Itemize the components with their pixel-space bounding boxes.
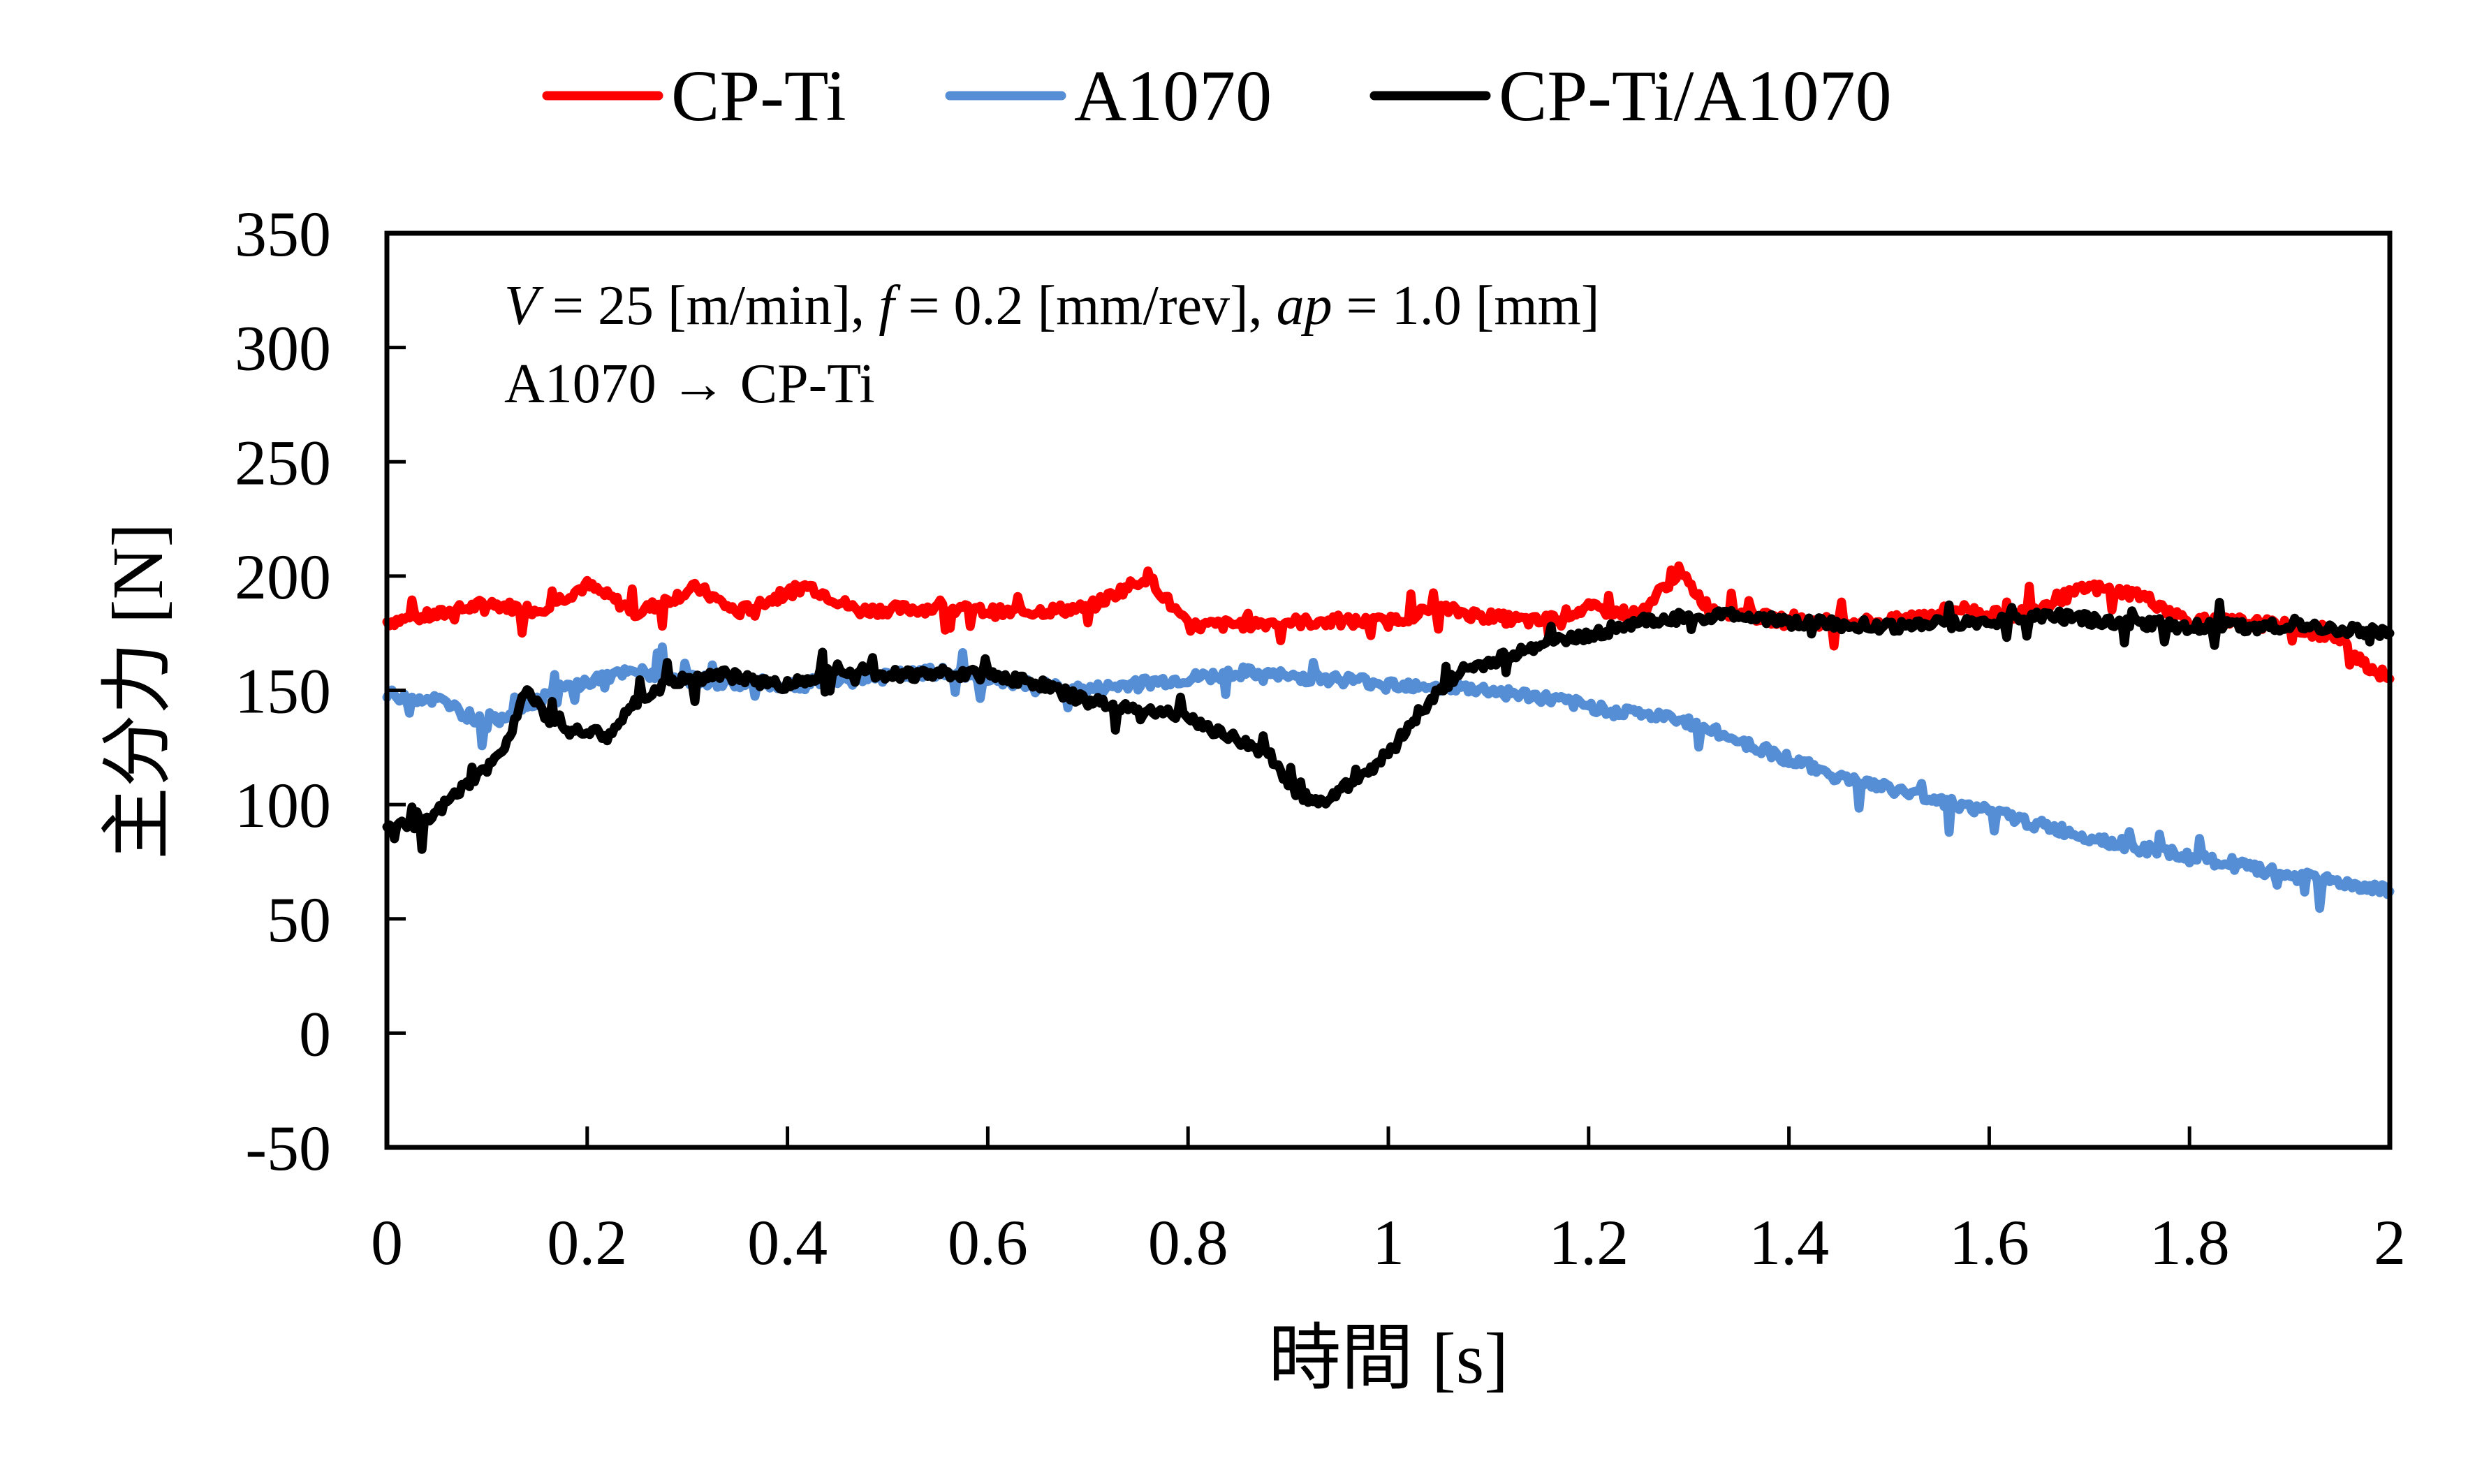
y-axis-title: 主分力 [N] bbox=[98, 523, 178, 860]
y-tick-label: 150 bbox=[235, 656, 331, 727]
condition-annotation: V = 25 [m/min], f = 0.2 [mm/rev], ap = 1… bbox=[504, 275, 1600, 415]
annotation-ap-symbol: ap bbox=[1277, 275, 1332, 337]
y-tick-label: 100 bbox=[235, 770, 331, 841]
series-layer bbox=[382, 561, 2395, 913]
x-axis-ticks: 0 0.2 0.4 0.6 0.8 1 1.2 1.4 1.6 1.8 2 bbox=[371, 1126, 2406, 1278]
y-tick-label: 350 bbox=[235, 198, 331, 270]
x-axis-title: 時間 [s] bbox=[1268, 1318, 1508, 1399]
y-tick-label: 50 bbox=[267, 884, 331, 955]
x-tick-label: 0 bbox=[371, 1207, 403, 1278]
annotation-f-value: = 0.2 [mm/rev], bbox=[894, 275, 1276, 337]
y-axis-ticks: 350 300 250 200 150 100 50 0 -50 bbox=[235, 198, 406, 1184]
annotation-v-symbol: V bbox=[504, 275, 544, 337]
x-tick-label: 0.8 bbox=[1148, 1207, 1228, 1278]
series-line-cp-ti-a1070 bbox=[382, 598, 2395, 854]
annotation-line-2: A1070 → CP-Ti bbox=[504, 353, 875, 415]
annotation-v-value: = 25 [m/min], bbox=[538, 275, 879, 337]
x-tick-label: 1.2 bbox=[1548, 1207, 1629, 1278]
legend-label: A1070 bbox=[1074, 56, 1272, 136]
series-line-cp-ti bbox=[382, 561, 2395, 684]
legend-label: CP-Ti/A1070 bbox=[1499, 56, 1892, 136]
x-tick-label: 2 bbox=[2374, 1207, 2406, 1278]
y-tick-label: -50 bbox=[245, 1112, 331, 1184]
x-tick-label: 1 bbox=[1372, 1207, 1404, 1278]
annotation-ap-value: = 1.0 [mm] bbox=[1332, 275, 1600, 337]
annotation-line-1: V = 25 [m/min], f = 0.2 [mm/rev], ap = 1… bbox=[504, 275, 1600, 337]
legend-label: CP-Ti bbox=[671, 56, 846, 136]
x-tick-label: 1.4 bbox=[1749, 1207, 1829, 1278]
legend: CP-Ti A1070 CP-Ti/A1070 bbox=[542, 56, 1892, 136]
x-tick-label: 0.4 bbox=[747, 1207, 828, 1278]
x-tick-label: 0.2 bbox=[547, 1207, 627, 1278]
y-tick-label: 300 bbox=[235, 313, 331, 384]
y-tick-label: 200 bbox=[235, 541, 331, 612]
y-tick-label: 250 bbox=[235, 427, 331, 498]
x-tick-label: 1.8 bbox=[2150, 1207, 2230, 1278]
x-tick-label: 1.6 bbox=[1949, 1207, 2029, 1278]
series-line-a1070 bbox=[382, 642, 2395, 913]
y-tick-label: 0 bbox=[299, 998, 331, 1069]
x-tick-label: 0.6 bbox=[948, 1207, 1028, 1278]
